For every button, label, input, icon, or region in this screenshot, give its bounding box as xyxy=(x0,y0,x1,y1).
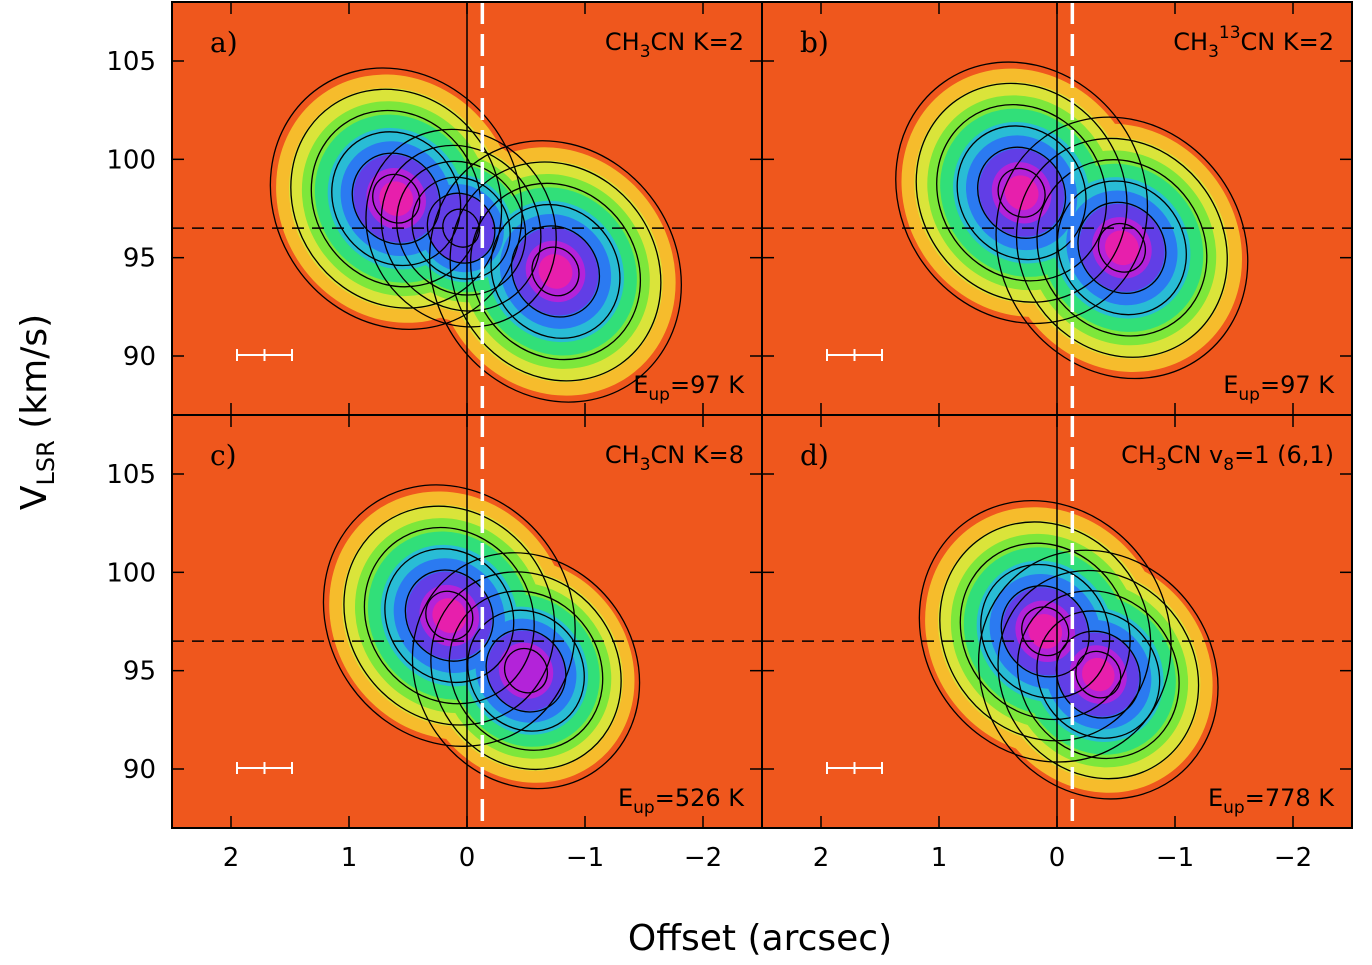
contour-line xyxy=(442,208,481,248)
x-tick-label: −1 xyxy=(1156,843,1194,873)
contour-line xyxy=(449,161,662,382)
contour-line xyxy=(915,82,1128,303)
contour-line xyxy=(372,173,421,224)
y-axis-title-sub: LSR xyxy=(32,440,60,485)
contour-line xyxy=(485,628,567,713)
contour-line xyxy=(1077,201,1167,295)
panel-b: b) CH313CN K=2 Eup=97 K xyxy=(761,1,1353,416)
y-tick-label: 90 xyxy=(123,342,156,372)
contour-line xyxy=(1016,590,1180,760)
tick-marks xyxy=(762,2,1352,415)
contour-line xyxy=(490,203,621,339)
panel-d: d) CH3CN v8=1 (6,1) Eup=778 K xyxy=(761,414,1353,829)
contour-line xyxy=(269,67,523,330)
contour-line xyxy=(411,176,511,280)
eup-label: Eup=97 K xyxy=(633,371,745,405)
eup-label: Eup=778 K xyxy=(1208,784,1335,818)
species-label: CH3CN K=8 xyxy=(605,441,744,475)
emission-level xyxy=(498,642,554,699)
species-label: CH3CN K=2 xyxy=(605,28,744,62)
contour-line xyxy=(411,552,641,790)
tick-marks xyxy=(762,415,1352,828)
tick-marks xyxy=(172,2,762,415)
contour-line xyxy=(1036,159,1208,337)
y-tick-label: 105 xyxy=(106,47,156,77)
x-tick-label: −1 xyxy=(566,843,604,873)
contour-line xyxy=(895,61,1149,325)
panel-letter: a) xyxy=(210,26,238,59)
contour-line xyxy=(959,542,1131,721)
species-label: CH3CN v8=1 (6,1) xyxy=(1121,441,1334,475)
contour-line xyxy=(997,167,1046,218)
x-tick-label: 2 xyxy=(813,843,830,873)
contour-line xyxy=(351,152,441,245)
panels-group: a) CH3CN K=2 Eup=97 K b) CH313CN K=2 Eup=97 K… xyxy=(171,1,1353,829)
contour-line xyxy=(939,521,1152,742)
contour-line xyxy=(1075,650,1122,699)
y-tick-label: 95 xyxy=(123,657,156,687)
emission-level xyxy=(432,598,467,633)
contour-line xyxy=(1097,222,1147,273)
y-tick-label: 95 xyxy=(123,244,156,274)
resolution-error-bar xyxy=(826,762,883,774)
contour-line xyxy=(995,116,1249,380)
contour-line xyxy=(384,548,515,684)
panel-letter: c) xyxy=(210,439,237,472)
panel-c: c) CH3CN K=8 Eup=526 K xyxy=(171,414,763,829)
contour-line xyxy=(531,246,580,297)
y-tick-label: 100 xyxy=(106,145,156,175)
panel-letter: b) xyxy=(800,26,829,59)
contour-line xyxy=(448,590,604,751)
x-tick-label: 1 xyxy=(931,843,948,873)
axes-group: 90 95 100 105 2 1 0 −1 −2 90 95 100 105 2 1 0 −1 −2 xyxy=(106,47,1312,873)
x-axis-title: Offset (arcsec) xyxy=(628,918,892,959)
resolution-error-bar xyxy=(236,349,293,361)
contour-line xyxy=(469,182,642,361)
y-axis-title-unit: (km/s) xyxy=(14,314,55,440)
y-tick-label: 105 xyxy=(106,460,156,490)
x-tick-label: −2 xyxy=(1274,843,1312,873)
panel-a: a) CH3CN K=2 Eup=97 K xyxy=(171,1,763,416)
y-tick-label: 90 xyxy=(123,755,156,785)
contour-line xyxy=(1021,606,1070,657)
contour-line xyxy=(322,484,576,747)
emission-level xyxy=(1028,613,1063,649)
x-tick-label: 0 xyxy=(459,843,476,873)
resolution-error-bar xyxy=(826,349,883,361)
contour-line xyxy=(918,500,1172,763)
contour-line xyxy=(980,563,1111,699)
eup-label: Eup=526 K xyxy=(618,784,745,818)
panel-letter: d) xyxy=(800,439,829,472)
contour-line xyxy=(363,526,535,705)
contour-line xyxy=(365,128,557,328)
contour-line xyxy=(425,590,474,641)
contour-line xyxy=(426,192,496,264)
contour-line xyxy=(1055,630,1141,719)
contour-line xyxy=(429,140,682,403)
contour-line xyxy=(396,160,527,296)
y-axis-title-main: V xyxy=(14,485,55,510)
contour-line xyxy=(467,609,585,732)
contour-line xyxy=(290,88,503,309)
contour-line xyxy=(331,131,462,267)
x-tick-label: 2 xyxy=(223,843,240,873)
x-tick-label: 0 xyxy=(1049,843,1066,873)
y-axis-title: VLSR (km/s) xyxy=(14,314,60,510)
contour-line xyxy=(1000,585,1090,678)
species-label: CH313CN K=2 xyxy=(1173,23,1334,62)
contour-line xyxy=(510,225,601,318)
x-tick-label: 1 xyxy=(341,843,358,873)
contour-line xyxy=(503,647,549,694)
resolution-error-bar xyxy=(236,762,293,774)
eup-label: Eup=97 K xyxy=(1223,371,1335,405)
tick-marks xyxy=(172,415,762,828)
contour-line xyxy=(977,549,1219,800)
y-tick-label: 100 xyxy=(106,558,156,588)
contour-line xyxy=(1056,180,1187,316)
x-tick-label: −2 xyxy=(684,843,722,873)
contour-line xyxy=(310,109,482,288)
